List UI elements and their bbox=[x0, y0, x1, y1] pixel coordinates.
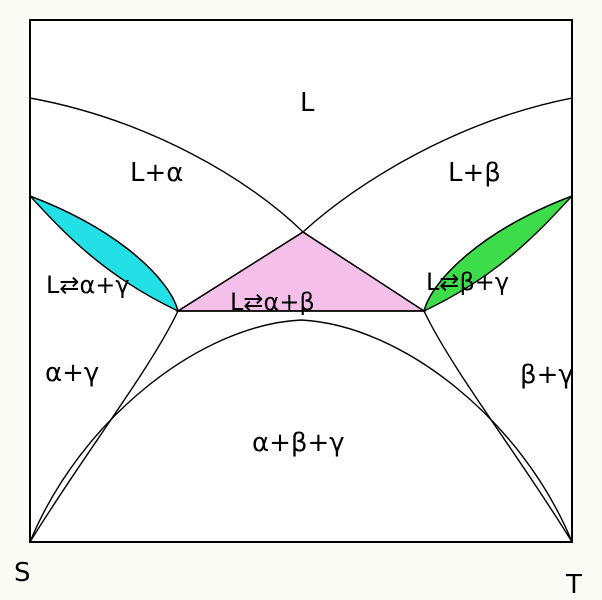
label-L: L bbox=[300, 90, 315, 116]
axis-T: T bbox=[566, 572, 582, 598]
phase-diagram: L L+α L+β L⇄α+γ L⇄α+β L⇄β+γ α+γ β+γ α+β+… bbox=[0, 0, 602, 592]
label-beta-gamma: β+γ bbox=[520, 362, 574, 388]
label-alpha-beta-gamma: α+β+γ bbox=[252, 430, 345, 456]
label-eut-alpha-gamma: L⇄α+γ bbox=[46, 273, 130, 297]
label-alpha-gamma: α+γ bbox=[45, 360, 99, 386]
label-eut-alpha-beta: L⇄α+β bbox=[230, 290, 315, 314]
axis-S: S bbox=[14, 560, 31, 586]
label-L-beta: L+β bbox=[448, 160, 501, 186]
label-eut-beta-gamma: L⇄β+γ bbox=[426, 270, 509, 294]
label-L-alpha: L+α bbox=[130, 160, 183, 186]
